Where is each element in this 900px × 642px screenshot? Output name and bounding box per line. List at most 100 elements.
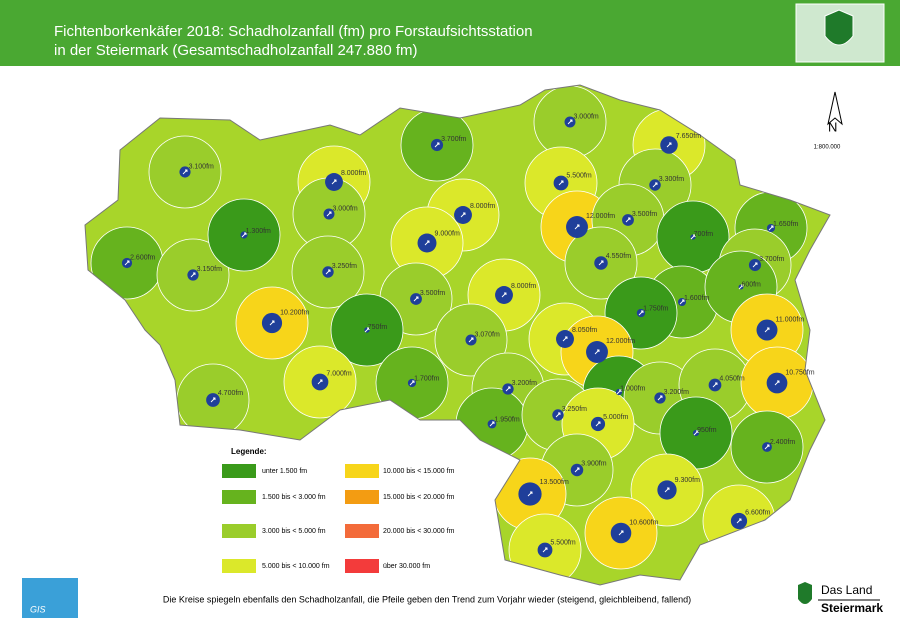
station-label: 8.000fm xyxy=(511,283,536,290)
legend-label: 5.000 bis < 10.000 fm xyxy=(262,563,330,570)
footer-logo-line: Steiermark xyxy=(821,601,883,615)
legend: unter 1.500 fm 1.500 bis < 3.000 fm 3.000 … xyxy=(222,464,455,573)
trend-arrow xyxy=(182,169,188,175)
legend-swatch xyxy=(345,490,379,504)
trend-arrow xyxy=(752,262,758,268)
trend-arrow xyxy=(666,142,672,148)
state-outline xyxy=(84,84,831,586)
trend-arrow xyxy=(489,421,495,427)
trend-arrow xyxy=(331,179,337,185)
trend-arrow xyxy=(567,119,573,125)
station-label: 750fm xyxy=(368,324,388,331)
stations: 3.100fm 2.600fm 3.150fm 1.300fm 8.000fm 3.000… xyxy=(121,113,815,558)
trend-arrow xyxy=(424,240,430,246)
station-label: 2.600fm xyxy=(130,255,155,262)
footer-note: Die Kreise spiegeln ebenfalls den Schadh… xyxy=(163,594,691,604)
legend-label: 20.000 bis < 30.000 fm xyxy=(383,528,455,535)
trend-arrow xyxy=(558,180,564,186)
station-label: 3.150fm xyxy=(197,266,222,273)
station-label: 3.500fm xyxy=(632,211,657,218)
station-label: 4.050fm xyxy=(719,375,744,382)
station-label: 8.000fm xyxy=(341,170,366,177)
trend-arrow xyxy=(574,467,580,473)
trend-arrow xyxy=(595,421,601,427)
station-label: 3.000fm xyxy=(332,205,357,212)
legend-swatch xyxy=(345,524,379,538)
legend-label: unter 1.500 fm xyxy=(262,468,307,475)
trend-arrow xyxy=(460,212,466,218)
trend-arrow xyxy=(409,380,415,386)
legend-label: 10.000 bis < 15.000 fm xyxy=(383,468,455,475)
title-line: in der Steiermark (Gesamtschadholzanfall… xyxy=(54,42,418,59)
trend-arrow xyxy=(210,397,216,403)
station-label: 10.750fm xyxy=(785,369,814,376)
station-label: 10.200fm xyxy=(280,310,309,317)
station-label: 6.600fm xyxy=(745,510,770,517)
trend-arrow xyxy=(326,211,332,217)
station-label: 12.000fm xyxy=(586,213,615,220)
station-label: 3.900fm xyxy=(581,461,606,468)
station-label: 3.250fm xyxy=(332,263,357,270)
trend-arrow xyxy=(190,272,196,278)
trend-arrow xyxy=(712,382,718,388)
legend-swatch xyxy=(345,464,379,478)
station-label: 1.950fm xyxy=(494,416,519,423)
station-label: 600fm xyxy=(741,281,761,288)
trend-arrow xyxy=(317,379,323,385)
station-label: 9.000fm xyxy=(434,230,459,237)
trend-arrow xyxy=(562,336,568,342)
trend-arrow xyxy=(434,142,440,148)
trend-arrow xyxy=(594,349,600,355)
station-label: 9.300fm xyxy=(675,477,700,484)
station-label: 700fm xyxy=(694,231,714,238)
station-label: 3.100fm xyxy=(189,163,214,170)
station-label: 3.700fm xyxy=(441,136,466,143)
trend-arrow xyxy=(413,296,419,302)
station-label: 1.600fm xyxy=(684,295,709,302)
legend-title: Legende: xyxy=(231,447,267,456)
header-bar xyxy=(0,0,900,66)
gis-logo xyxy=(22,578,78,618)
station-label: 1.300fm xyxy=(246,228,271,235)
footer-logo-line: Das Land xyxy=(821,583,872,597)
station-label: 8.050fm xyxy=(572,327,597,334)
trend-arrow xyxy=(616,389,622,395)
trend-arrow xyxy=(652,182,658,188)
station-label: 1.700fm xyxy=(414,376,439,383)
trend-arrow xyxy=(679,299,685,305)
legend-swatch xyxy=(222,559,256,573)
station-label: 4.550fm xyxy=(606,253,631,260)
trend-arrow xyxy=(638,310,644,316)
trend-arrow xyxy=(124,260,130,266)
trend-arrow xyxy=(527,491,533,497)
trend-arrow xyxy=(764,327,770,333)
station-label: 950fm xyxy=(697,427,717,434)
station-label: 11.000fm xyxy=(775,316,804,323)
legend-swatch xyxy=(345,559,379,573)
station-label: 13.500fm xyxy=(540,479,569,486)
station-label: 1.750fm xyxy=(643,306,668,313)
station-label: 3.250fm xyxy=(562,406,587,413)
station-label: 3.200fm xyxy=(664,389,689,396)
station-label: 3.500fm xyxy=(420,290,445,297)
title-line: Fichtenborkenkäfer 2018: Schadholzanfall… xyxy=(54,23,533,40)
trend-arrow xyxy=(736,518,742,524)
legend-swatch xyxy=(222,464,256,478)
trend-arrow xyxy=(764,444,770,450)
legend-label: über 30.000 fm xyxy=(383,563,430,570)
station-label: 5.000fm xyxy=(603,414,628,421)
trend-arrow xyxy=(555,412,561,418)
trend-arrow xyxy=(657,395,663,401)
north-label: N xyxy=(828,119,837,134)
station-label: 2.400fm xyxy=(770,439,795,446)
trend-arrow xyxy=(625,217,631,223)
station-label: 4.700fm xyxy=(218,390,243,397)
station-label: 8.000fm xyxy=(470,203,495,210)
legend-swatch xyxy=(222,524,256,538)
station-label: 3.200fm xyxy=(512,380,537,387)
station-label: 12.000fm xyxy=(606,338,635,345)
station-label: 5.500fm xyxy=(566,172,591,179)
trend-arrow xyxy=(325,269,331,275)
trend-arrow xyxy=(574,224,580,230)
